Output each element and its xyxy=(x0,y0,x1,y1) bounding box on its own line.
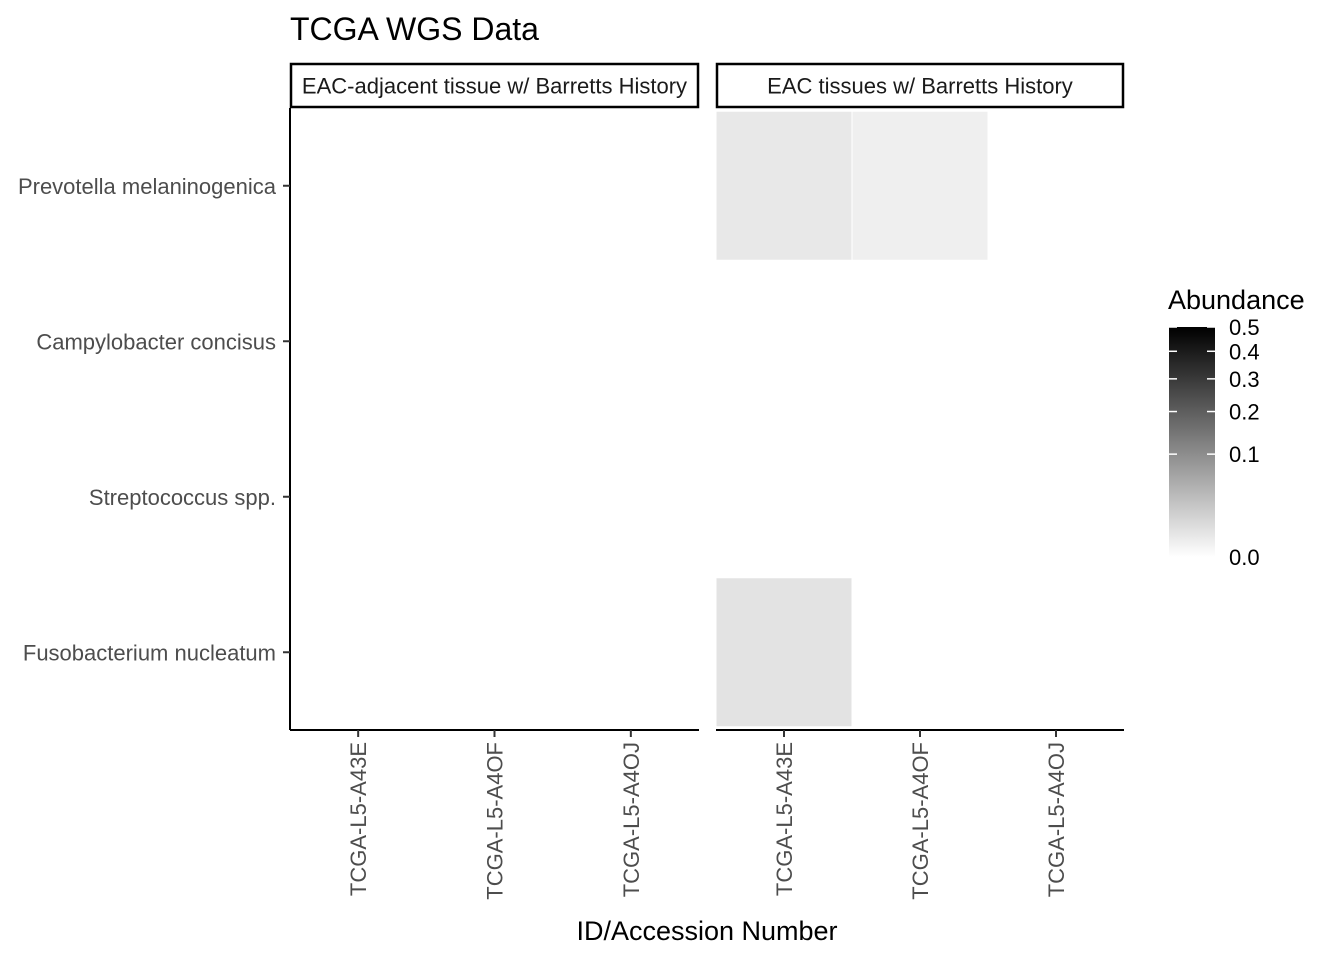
heatmap-tile xyxy=(426,578,563,727)
heatmap-tile xyxy=(716,578,852,727)
facet-panel-2: EAC tissues w/ Barretts History TCGA-L5-A… xyxy=(715,62,1125,900)
heatmap-tile xyxy=(426,422,563,571)
heatmap-tile xyxy=(563,422,699,571)
heatmap-tile xyxy=(988,111,1124,260)
legend-label: 0.4 xyxy=(1229,339,1260,364)
heatmap-tile xyxy=(852,111,988,260)
facet-panel-1: EAC-adjacent tissue w/ Barretts History T… xyxy=(289,62,700,900)
heatmap-tile xyxy=(563,267,699,416)
heatmap-tile xyxy=(290,422,426,571)
x-tick-label-tcga-l5-a4oj: TCGA-L5-A4OJ xyxy=(1044,742,1069,897)
x-tick-label-tcga-l5-a43e: TCGA-L5-A43E xyxy=(346,742,371,896)
facet-strip xyxy=(289,62,700,109)
heatmap-tile xyxy=(563,578,699,727)
x-axis-title: ID/Accession Number xyxy=(576,916,837,946)
y-tick-label-prevotella-melaninogenica: Prevotella melaninogenica xyxy=(18,174,277,199)
facet-strip xyxy=(715,62,1125,109)
heatmap-tile xyxy=(290,267,426,416)
heatmap-tile xyxy=(716,422,852,571)
legend-label: 0.3 xyxy=(1229,367,1260,392)
x-tick-label-tcga-l5-a4of: TCGA-L5-A4OF xyxy=(483,742,508,900)
heatmap-tile xyxy=(563,111,699,260)
heatmap-tile xyxy=(852,267,988,416)
legend-label: 0.5 xyxy=(1229,315,1260,340)
heatmap-tile xyxy=(852,422,988,571)
facet-strip-label: EAC-adjacent tissue w/ Barretts History xyxy=(302,74,687,99)
legend-label: 0.2 xyxy=(1229,400,1260,425)
y-tick-label-streptococcus-spp: Streptococcus spp. xyxy=(89,485,276,510)
y-tick-label-fusobacterium-nucleatum: Fusobacterium nucleatum xyxy=(23,640,276,665)
y-axis: Prevotella melaninogenica Campylobacter c… xyxy=(18,174,290,665)
chart-title: TCGA WGS Data xyxy=(290,11,539,47)
legend: Abundance 0.0 0.1 0.2 0.3 0.40.5 xyxy=(1168,285,1305,570)
heatmap-tile xyxy=(426,111,563,260)
heatmap-tile xyxy=(988,578,1124,727)
heatmap-tile xyxy=(290,111,426,260)
heatmap-tile xyxy=(988,267,1124,416)
facet-strip-label: EAC tissues w/ Barretts History xyxy=(767,74,1073,99)
heatmap-tile xyxy=(426,267,563,416)
x-tick-label-tcga-l5-a43e: TCGA-L5-A43E xyxy=(772,742,797,896)
heatmap-tile xyxy=(988,422,1124,571)
legend-label: 0.1 xyxy=(1229,442,1260,467)
facet-panels: EAC-adjacent tissue w/ Barretts History T… xyxy=(289,62,1125,900)
x-tick-label-tcga-l5-a4oj: TCGA-L5-A4OJ xyxy=(619,742,644,897)
legend-title: Abundance xyxy=(1168,285,1305,315)
heatmap-tile xyxy=(716,111,852,260)
x-tick-label-tcga-l5-a4of: TCGA-L5-A4OF xyxy=(908,742,933,900)
legend-label: 0.0 xyxy=(1229,545,1260,570)
heatmap-tile xyxy=(290,578,426,727)
heatmap-tile xyxy=(716,267,852,416)
y-tick-label-campylobacter-concisus: Campylobacter concisus xyxy=(36,329,276,354)
legend-colorbar xyxy=(1169,327,1215,557)
heatmap-tile xyxy=(852,578,988,727)
